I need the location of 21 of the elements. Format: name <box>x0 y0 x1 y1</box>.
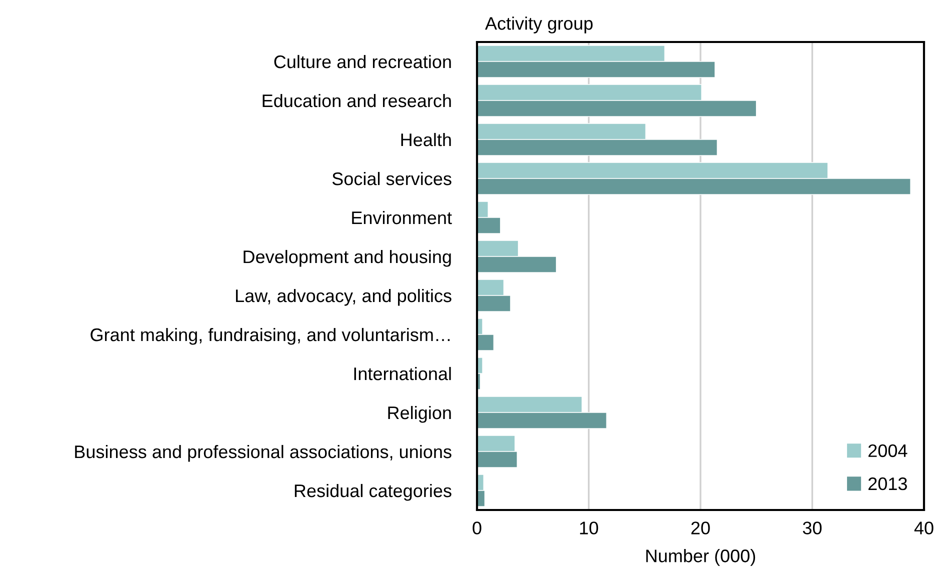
y-tick-label: International <box>354 366 451 380</box>
x-tick-label: 30 <box>802 522 822 534</box>
x-tick-label: 0 <box>472 522 482 534</box>
y-tick-label: Law, advocacy, and politics <box>236 288 452 306</box>
y-tick-label: Health <box>401 132 451 146</box>
y-tick-label: Business and professional associations, unions <box>75 444 452 462</box>
y-tick-label: Grant making, fundraising, and voluntarism… <box>90 328 450 345</box>
y-tick-label: Education and research <box>262 94 451 108</box>
x-tick-label: 10 <box>580 522 598 534</box>
y-axis-title: Activity group <box>485 16 593 34</box>
y-tick-label: Culture and recreation <box>274 54 451 68</box>
y-tick-label: Residual categories <box>294 484 452 501</box>
x-tick-label: 20 <box>691 522 710 534</box>
y-tick-label: Religion <box>388 406 451 423</box>
y-tick-label: Social services <box>332 172 452 186</box>
legend-label: 2013 <box>868 477 907 490</box>
x-tick-label: 40 <box>914 522 934 534</box>
legend-label: 2004 <box>868 444 908 458</box>
y-tick-label: Environment <box>352 210 452 224</box>
x-axis-title: Number (000) <box>646 549 756 566</box>
y-tick-label: Development and housing <box>244 250 451 267</box>
